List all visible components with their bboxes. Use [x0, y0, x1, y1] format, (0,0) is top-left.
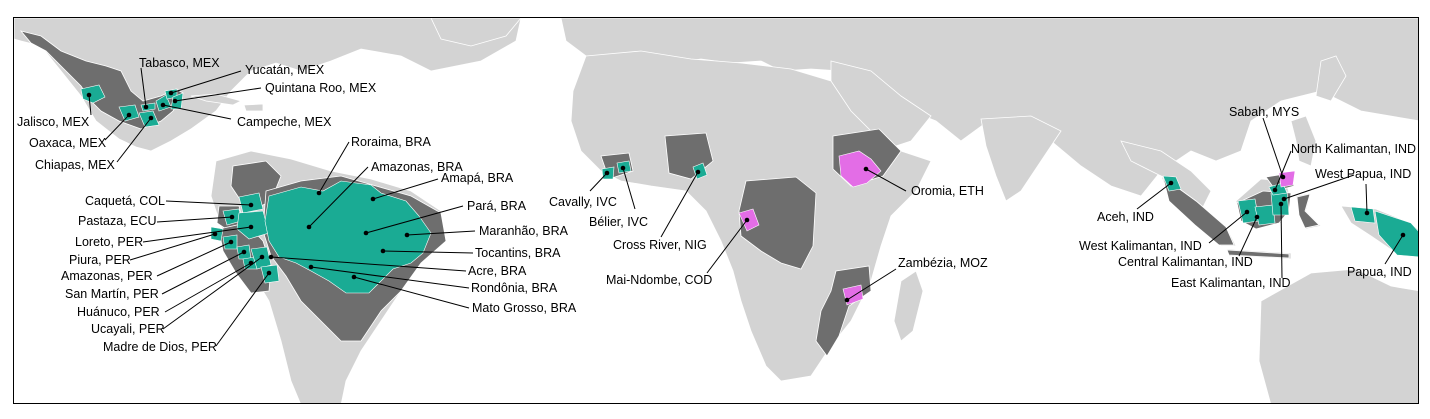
label-tocantins: Tocantins, BRA: [475, 246, 561, 260]
country-indonesia-java: [1226, 249, 1290, 259]
land-philippines: [1290, 115, 1317, 167]
country-indonesia-sulawesi: [1296, 193, 1320, 229]
label-belier: Bélier, IVC: [589, 215, 648, 229]
region-papua: [1374, 210, 1418, 258]
map-labels: Tabasco, MEX Yucatán, MEX Quintana Roo, …: [17, 56, 1416, 354]
label-roraima: Roraima, BRA: [351, 135, 432, 149]
label-central-kalimantan: Central Kalimantan, IND: [1118, 255, 1253, 269]
label-madre-de-dios: Madre de Dios, PER: [103, 340, 217, 354]
label-pastaza: Pastaza, ECU: [78, 214, 157, 228]
label-west-kalimantan: West Kalimantan, IND: [1079, 239, 1202, 253]
map-frame: Tabasco, MEX Yucatán, MEX Quintana Roo, …: [13, 17, 1419, 404]
label-para: Pará, BRA: [467, 199, 527, 213]
label-jalisco: Jalisco, MEX: [17, 115, 90, 129]
label-ucayali: Ucayali, PER: [91, 322, 165, 336]
label-loreto: Loreto, PER: [75, 235, 143, 249]
label-quintana-roo: Quintana Roo, MEX: [265, 81, 377, 95]
label-chiapas: Chiapas, MEX: [35, 158, 116, 172]
label-oromia: Oromia, ETH: [911, 184, 984, 198]
label-rondonia: Rondônia, BRA: [471, 281, 558, 295]
label-papua: Papua, IND: [1347, 265, 1412, 279]
label-amazonas-per: Amazonas, PER: [61, 269, 153, 283]
land-japan: [1315, 55, 1347, 102]
label-west-papua: West Papua, IND: [1315, 167, 1411, 181]
label-sabah: Sabah, MYS: [1229, 105, 1299, 119]
label-mato-grosso: Mato Grosso, BRA: [472, 301, 577, 315]
label-maranhao: Maranhão, BRA: [479, 224, 569, 238]
label-san-martin: San Martín, PER: [65, 287, 159, 301]
label-campeche: Campeche, MEX: [237, 115, 332, 129]
label-oaxaca: Oaxaca, MEX: [29, 136, 107, 150]
land-australia: [1258, 268, 1418, 403]
land-greenland: [430, 18, 522, 47]
country-dr-congo: [738, 176, 817, 270]
label-east-kalimantan: East Kalimantan, IND: [1171, 276, 1291, 290]
label-yucatan: Yucatán, MEX: [245, 63, 325, 77]
label-caqueta: Caquetá, COL: [85, 194, 165, 208]
land-hispaniola: [243, 103, 264, 112]
label-zambezia: Zambézia, MOZ: [898, 256, 988, 270]
leader-lines: [86, 67, 1406, 347]
land-madagascar: [893, 270, 924, 342]
label-acre: Acre, BRA: [468, 264, 527, 278]
label-amapa: Amapá, BRA: [441, 171, 514, 185]
region-jalisco: [80, 84, 106, 104]
label-cross-river: Cross River, NIG: [613, 238, 707, 252]
region-oromia: [838, 150, 882, 188]
label-mai-ndombe: Mai-Ndombe, COD: [606, 273, 712, 287]
country-indonesia-sumatra: [1162, 176, 1235, 246]
label-piura: Piura, PER: [69, 253, 131, 267]
label-amazonas-bra: Amazonas, BRA: [371, 160, 463, 174]
world-map: Tabasco, MEX Yucatán, MEX Quintana Roo, …: [14, 18, 1418, 403]
region-loreto: [236, 210, 270, 240]
label-aceh: Aceh, IND: [1097, 210, 1154, 224]
label-north-kalimantan: North Kalimantan, IND: [1291, 142, 1416, 156]
label-tabasco: Tabasco, MEX: [139, 56, 220, 70]
land-india: [980, 115, 1062, 202]
label-cavally: Cavally, IVC: [549, 195, 617, 209]
region-west-papua: [1350, 206, 1376, 224]
label-huanuco: Huánuco, PER: [77, 305, 160, 319]
